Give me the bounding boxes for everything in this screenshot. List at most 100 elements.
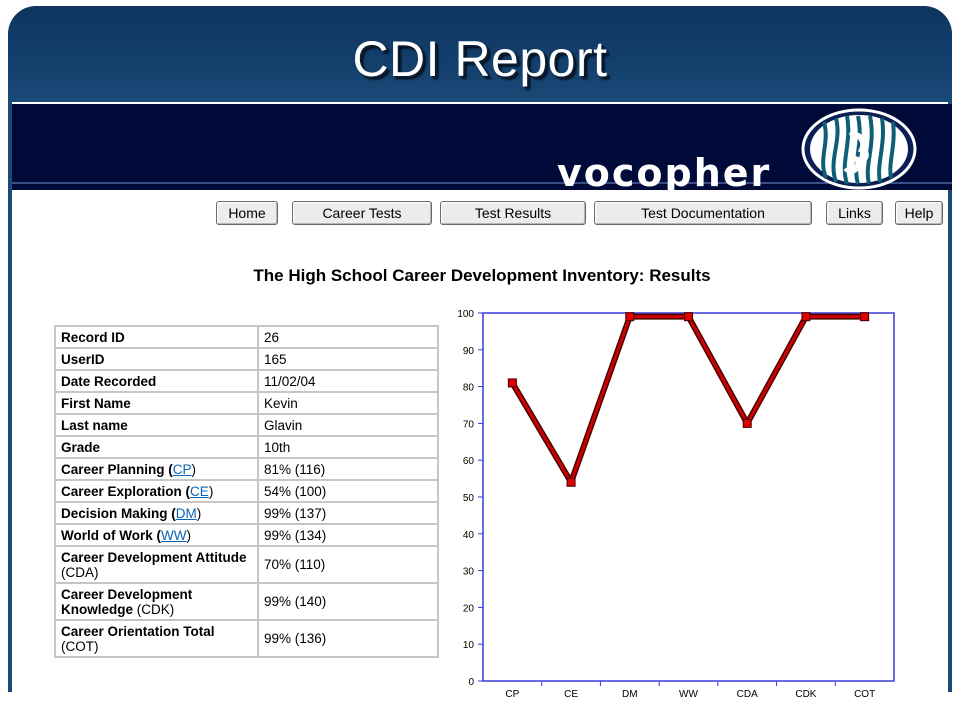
y-tick-label: 60 [463,456,475,467]
nav-test-documentation-button[interactable]: Test Documentation [594,201,812,225]
row-label: Career Exploration (CE) [54,479,259,503]
row-label: Grade [54,435,259,459]
scale-link-cp[interactable]: CP [172,461,192,477]
row-value: 99% (136) [257,619,439,658]
data-point [566,477,576,487]
table-row: Career Development Attitude (CDA) 70% (1… [54,545,439,584]
y-tick-label: 70 [463,419,475,430]
table-row: Career Exploration (CE) 54% (100) [54,479,439,503]
results-chart: 0 10 20 30 40 50 60 70 80 90 100 CP CE DM WW CDA CDK COT [448,298,908,708]
nav-career-tests-button[interactable]: Career Tests [292,201,432,225]
row-label: Career Development Knowledge (CDK) [54,582,259,621]
row-label-text: Career Planning ( [61,461,173,477]
row-value: 70% (110) [257,545,439,584]
row-label-abbrev: (CDA) [61,564,99,580]
row-label: First Name [54,391,259,415]
row-value: 99% (140) [257,582,439,621]
row-label: World of Work (WW) [54,523,259,547]
x-tick-label: CDK [795,689,816,700]
data-point [742,418,752,428]
row-label: Decision Making (DM) [54,501,259,525]
row-label: Career Development Attitude (CDA) [54,545,259,584]
scale-link-ce[interactable]: CE [190,483,209,499]
site-header: vocopher [12,104,952,195]
nav-test-results-button[interactable]: Test Results [440,201,586,225]
table-row: First Name Kevin [54,391,439,415]
data-point [507,378,517,388]
table-row: World of Work (WW) 99% (134) [54,523,439,547]
scale-link-ww[interactable]: WW [161,527,187,543]
row-value: 11/02/04 [257,369,439,393]
y-tick-label: 100 [457,309,474,320]
row-value: 26 [257,325,439,349]
nav-home-button[interactable]: Home [216,201,278,225]
nav-help-button[interactable]: Help [895,201,943,225]
table-row: Career Planning (CP) 81% (116) [54,457,439,481]
row-label-suffix: ) [191,461,197,477]
row-label-text: Career Orientation Total [61,623,215,639]
row-label-text: Decision Making ( [61,505,176,521]
slide-left-border [8,102,12,692]
row-label-text: Career Development Knowledge [61,586,193,617]
row-value: 10th [257,435,439,459]
row-label-abbrev: (CDK) [136,601,175,617]
row-value: Glavin [257,413,439,437]
y-tick-label: 30 [463,567,475,578]
x-tick-label: CDA [737,689,758,700]
results-line-chart: 0 10 20 30 40 50 60 70 80 90 100 CP CE DM WW CDA CDK COT [457,309,895,700]
data-point [684,312,693,322]
row-label-text: Career Exploration ( [61,483,191,499]
results-table: Record ID 26 UserID 165 Date Recorded 11… [54,325,439,658]
table-row: Grade 10th [54,435,439,459]
row-value: 99% (134) [257,523,439,547]
x-tick-label: CP [505,689,519,700]
y-tick-label: 50 [463,493,475,504]
row-value: 165 [257,347,439,371]
header-divider [12,182,952,184]
brand-wordmark: vocopher [557,151,772,195]
nav-links-button[interactable]: Links [826,201,883,225]
y-tick-label: 0 [468,677,474,688]
row-value: 99% (137) [257,501,439,525]
row-value: Kevin [257,391,439,415]
vocopher-logo-icon [801,108,917,190]
row-label: UserID [54,347,259,371]
table-row: UserID 165 [54,347,439,371]
row-label-suffix: ) [186,527,191,543]
y-tick-label: 10 [463,640,475,651]
slide-right-border [948,102,952,692]
table-row: Last name Glavin [54,413,439,437]
x-tick-label: COT [854,689,875,700]
data-point [625,312,635,322]
plot-frame [482,312,895,682]
data-point [801,312,811,322]
table-row: Date Recorded 11/02/04 [54,369,439,393]
row-label: Last name [54,413,259,437]
row-label-suffix: ) [208,483,214,499]
row-label: Career Planning (CP) [54,457,259,481]
y-tick-label: 20 [463,603,475,614]
y-tick-label: 90 [463,346,475,357]
y-tick-label: 40 [463,530,475,541]
table-row: Career Orientation Total (COT) 99% (136) [54,619,439,658]
table-row: Decision Making (DM) 99% (137) [54,501,439,525]
scale-link-dm[interactable]: DM [175,505,197,521]
row-label-suffix: ) [196,505,202,521]
slide-title-bar: CDI Report [8,6,952,102]
data-point [860,312,870,322]
row-label: Career Orientation Total (COT) [54,619,259,658]
x-tick-label: CE [564,689,578,700]
x-tick-label: WW [679,689,698,700]
slide-title: CDI Report [352,31,608,87]
table-row: Record ID 26 [54,325,439,349]
y-tick-label: 80 [463,383,475,394]
row-label-text: Career Development Attitude [61,549,247,565]
row-value: 81% (116) [257,457,439,481]
row-label: Date Recorded [54,369,259,393]
row-label-text: World of Work ( [61,527,161,543]
row-value: 54% (100) [257,479,439,503]
results-heading: The High School Career Development Inven… [253,266,711,285]
row-label-abbrev: (COT) [61,638,99,654]
x-tick-label: DM [622,689,638,700]
row-label: Record ID [54,325,259,349]
